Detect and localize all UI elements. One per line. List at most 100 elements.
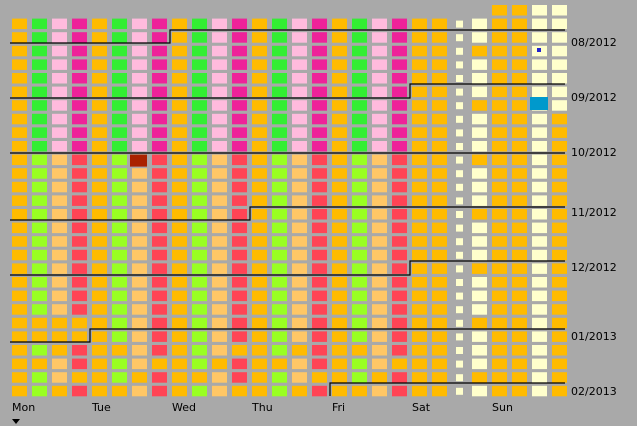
day-cell[interactable] — [132, 304, 147, 315]
day-cell[interactable] — [92, 277, 107, 288]
day-cell[interactable] — [212, 222, 227, 234]
day-label[interactable]: Wed — [172, 401, 196, 414]
day-cell[interactable] — [352, 385, 367, 397]
day-cell[interactable] — [172, 154, 187, 166]
day-cell[interactable] — [12, 277, 27, 288]
day-cell[interactable] — [312, 209, 327, 220]
day-cell[interactable] — [12, 141, 27, 152]
day-cell[interactable] — [312, 168, 327, 179]
day-cell[interactable] — [332, 331, 347, 342]
day-cell[interactable] — [112, 236, 127, 247]
day-cell[interactable] — [352, 181, 367, 193]
day-cell[interactable] — [432, 209, 447, 220]
day-cell[interactable] — [172, 249, 187, 261]
day-cell[interactable] — [492, 59, 507, 70]
day-cell[interactable] — [412, 236, 427, 247]
day-cell[interactable] — [512, 304, 527, 315]
day-cell[interactable] — [472, 317, 487, 329]
day-cell[interactable] — [52, 290, 67, 302]
day-cell[interactable] — [552, 100, 567, 111]
day-cell[interactable] — [72, 263, 87, 274]
day-cell[interactable] — [352, 358, 367, 370]
day-cell[interactable] — [492, 86, 507, 98]
day-cell[interactable] — [492, 277, 507, 288]
day-cell[interactable] — [472, 32, 487, 43]
day-cell[interactable] — [456, 211, 463, 218]
day-cell[interactable] — [352, 345, 367, 356]
day-cell[interactable] — [532, 304, 547, 315]
day-cell[interactable] — [372, 372, 387, 383]
day-cell[interactable] — [92, 249, 107, 261]
day-cell[interactable] — [232, 385, 247, 397]
day-cell[interactable] — [92, 331, 107, 342]
day-cell[interactable] — [352, 73, 367, 84]
day-cell[interactable] — [52, 358, 67, 370]
day-cell[interactable] — [472, 113, 487, 125]
day-cell[interactable] — [312, 195, 327, 206]
day-cell[interactable] — [552, 113, 567, 125]
day-cell[interactable] — [292, 18, 307, 30]
day-cell[interactable] — [492, 113, 507, 125]
day-cell[interactable] — [492, 222, 507, 234]
day-cell[interactable] — [332, 141, 347, 152]
day-cell[interactable] — [472, 304, 487, 315]
day-cell[interactable] — [432, 358, 447, 370]
day-cell[interactable] — [112, 317, 127, 329]
day-cell[interactable] — [292, 100, 307, 111]
day-cell[interactable] — [512, 372, 527, 383]
day-cell[interactable] — [52, 317, 67, 329]
day-cell[interactable] — [232, 100, 247, 111]
day-cell[interactable] — [112, 209, 127, 220]
day-cell[interactable] — [12, 222, 27, 234]
day-cell[interactable] — [272, 249, 287, 261]
day-cell[interactable] — [456, 170, 463, 178]
day-cell[interactable] — [492, 345, 507, 356]
day-cell[interactable] — [332, 317, 347, 329]
day-cell[interactable] — [172, 59, 187, 70]
day-cell[interactable] — [272, 236, 287, 247]
day-cell[interactable] — [372, 236, 387, 247]
day-cell[interactable] — [92, 358, 107, 370]
day-cell[interactable] — [212, 86, 227, 98]
day-cell[interactable] — [12, 331, 27, 342]
day-cell[interactable] — [252, 209, 267, 220]
day-cell[interactable] — [512, 236, 527, 247]
day-cell[interactable] — [72, 372, 87, 383]
day-cell[interactable] — [412, 249, 427, 261]
day-cell[interactable] — [232, 18, 247, 30]
day-cell[interactable] — [212, 372, 227, 383]
day-cell[interactable] — [456, 75, 463, 82]
day-cell[interactable] — [412, 277, 427, 288]
day-cell[interactable] — [272, 32, 287, 43]
day-cell[interactable] — [252, 236, 267, 247]
day-cell[interactable] — [392, 141, 407, 152]
day-cell[interactable] — [192, 222, 207, 234]
day-cell[interactable] — [456, 183, 463, 191]
day-cell[interactable] — [532, 141, 547, 152]
day-cell[interactable] — [32, 277, 47, 288]
day-cell[interactable] — [332, 45, 347, 57]
day-cell[interactable] — [92, 32, 107, 43]
day-cell[interactable] — [472, 154, 487, 166]
day-cell[interactable] — [172, 168, 187, 179]
day-cell[interactable] — [32, 127, 47, 138]
day-cell[interactable] — [512, 113, 527, 125]
day-cell[interactable] — [412, 372, 427, 383]
day-cell[interactable] — [32, 100, 47, 111]
day-cell[interactable] — [372, 168, 387, 179]
day-cell[interactable] — [372, 45, 387, 57]
day-cell[interactable] — [32, 86, 47, 98]
day-cell[interactable] — [292, 345, 307, 356]
day-cell[interactable] — [192, 18, 207, 30]
day-cell[interactable] — [192, 195, 207, 206]
day-cell[interactable] — [192, 154, 207, 166]
day-cell[interactable] — [432, 372, 447, 383]
day-cell[interactable] — [12, 59, 27, 70]
day-cell[interactable] — [352, 100, 367, 111]
day-cell[interactable] — [52, 181, 67, 193]
day-cell[interactable] — [272, 385, 287, 397]
day-cell[interactable] — [492, 209, 507, 220]
day-cell[interactable] — [272, 263, 287, 274]
day-cell[interactable] — [112, 385, 127, 397]
day-cell[interactable] — [472, 141, 487, 152]
